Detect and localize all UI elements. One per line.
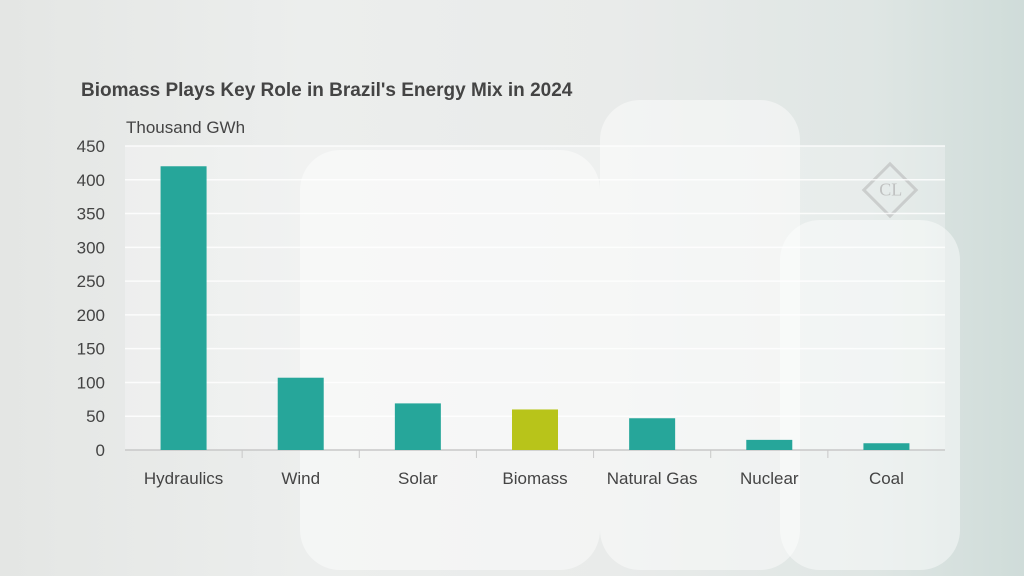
- y-axis-label: Thousand GWh: [126, 118, 246, 137]
- background-photo: [300, 150, 600, 570]
- x-tick-label: Biomass: [502, 469, 567, 488]
- chart-title: Biomass Plays Key Role in Brazil's Energ…: [81, 80, 573, 101]
- x-tick-label: Hydraulics: [144, 469, 223, 488]
- bar-hydraulics: [160, 166, 207, 450]
- background-photo: [780, 220, 960, 570]
- y-tick-label: 300: [77, 238, 105, 257]
- x-tick-label: Solar: [398, 469, 438, 488]
- y-tick-label: 400: [77, 171, 105, 190]
- bar-natural-gas: [629, 418, 676, 450]
- bar-solar: [394, 403, 441, 450]
- x-tick-label: Nuclear: [740, 469, 799, 488]
- y-tick-label: 150: [77, 340, 105, 359]
- y-tick-label: 250: [77, 272, 105, 291]
- bar-biomass: [512, 409, 558, 450]
- x-tick-label: Natural Gas: [607, 469, 698, 488]
- bar-wind: [277, 377, 324, 450]
- x-tick-label: Coal: [869, 469, 904, 488]
- background-photo: [600, 100, 800, 570]
- bar-coal: [863, 443, 910, 450]
- bar-nuclear: [746, 439, 793, 450]
- y-tick-label: 200: [77, 306, 105, 325]
- y-tick-label: 450: [77, 137, 105, 156]
- plot-area: [125, 146, 945, 450]
- y-tick-label: 350: [77, 205, 105, 224]
- y-tick-label: 50: [86, 407, 105, 426]
- y-tick-label: 0: [96, 441, 105, 460]
- y-tick-label: 100: [77, 373, 105, 392]
- x-tick-label: Wind: [281, 469, 320, 488]
